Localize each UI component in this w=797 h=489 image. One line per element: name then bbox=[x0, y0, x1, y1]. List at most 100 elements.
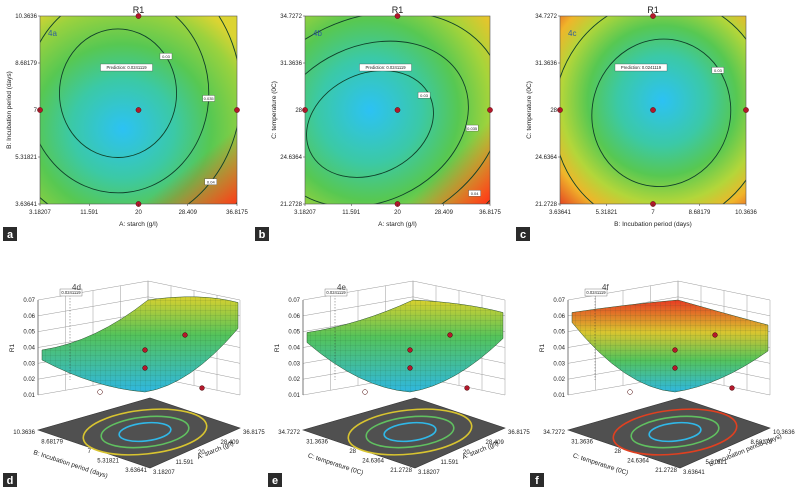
x-tick-label: 3.63641 bbox=[549, 210, 571, 216]
y-tick-label: 8.68179 bbox=[15, 61, 37, 67]
z-tick-label: 0.04 bbox=[553, 346, 565, 352]
design-point bbox=[672, 365, 678, 371]
contour-line bbox=[305, 16, 490, 204]
prediction-label: Prediction: 0.0241119 bbox=[621, 65, 662, 70]
y-tick-label: 31.3636 bbox=[535, 61, 557, 67]
contour-level-label: 0.035 bbox=[204, 96, 215, 101]
contour-level-label: 0.04 bbox=[471, 191, 480, 196]
right-axis-tick: 3.18207 bbox=[418, 470, 440, 476]
y-axis-label: C: temperature (0C) bbox=[526, 81, 533, 139]
z-tick-label: 0.07 bbox=[553, 298, 565, 304]
prediction-flag bbox=[584, 288, 608, 297]
design-point bbox=[729, 385, 735, 391]
panel-annotation: 4c bbox=[568, 29, 576, 38]
x-tick-label: 28.409 bbox=[179, 210, 198, 216]
left-axis-tick: 21.2728 bbox=[390, 468, 412, 474]
panel-letter: c bbox=[520, 229, 526, 241]
surface-plot-f: 0.01 0.02 0.03 0.04 0.05 0.06 0.07 R1 0.02411194… bbox=[539, 280, 795, 477]
right-axis-tick: 11.591 bbox=[441, 460, 460, 466]
design-point bbox=[743, 107, 749, 113]
right-axis-tick: 20 bbox=[463, 450, 470, 456]
prediction-flag bbox=[324, 288, 348, 297]
z-tick-label: 0.01 bbox=[553, 393, 565, 399]
contour-level-label: 0.03 bbox=[420, 93, 429, 98]
x-tick-label: 5.31821 bbox=[596, 210, 618, 216]
contour-level-box bbox=[711, 67, 725, 74]
design-point bbox=[199, 385, 205, 391]
surface-mesh bbox=[307, 300, 503, 392]
surface-plot-e: 0.01 0.02 0.03 0.04 0.05 0.06 0.07 R1 0.02411194… bbox=[274, 280, 530, 477]
z-tick-label: 0.03 bbox=[553, 361, 565, 367]
left-axis-tick: 7 bbox=[88, 449, 92, 455]
x-tick-label: 7 bbox=[651, 210, 655, 216]
z-tick-label: 0.03 bbox=[23, 361, 35, 367]
left-axis-tick: 10.3636 bbox=[13, 430, 35, 436]
design-point bbox=[234, 107, 240, 113]
prediction-label: 0.0241119 bbox=[61, 290, 81, 295]
z-tick-label: 0.02 bbox=[553, 377, 565, 383]
z-tick-label: 0.06 bbox=[288, 314, 300, 320]
design-point bbox=[672, 347, 678, 353]
y-tick-label: 7 bbox=[34, 108, 38, 114]
y-tick-label: 10.3636 bbox=[15, 14, 37, 20]
panel-letter-box bbox=[3, 473, 17, 487]
panel-letter-box bbox=[255, 227, 269, 241]
z-axis-label: R1 bbox=[9, 343, 16, 352]
z-tick-label: 0.02 bbox=[288, 377, 300, 383]
z-tick-label: 0.05 bbox=[23, 330, 35, 336]
panel-annotation: 4d bbox=[72, 283, 81, 292]
design-point bbox=[135, 13, 142, 19]
y-tick-label: 28 bbox=[550, 108, 557, 114]
z-tick-label: 0.04 bbox=[288, 346, 300, 352]
contour-line bbox=[591, 38, 732, 187]
right-axis-tick: 36.8175 bbox=[508, 430, 530, 436]
left-axis-tick: 24.6364 bbox=[362, 459, 384, 465]
contour-level-label: 0.03 bbox=[714, 68, 723, 73]
z-tick-label: 0.05 bbox=[288, 330, 300, 336]
left-axis-tick: 28 bbox=[349, 449, 356, 455]
floor-plane bbox=[566, 397, 771, 469]
z-tick-label: 0.06 bbox=[553, 314, 565, 320]
z-tick-label: 0.06 bbox=[23, 314, 35, 320]
surface-plot-d: 0.01 0.02 0.03 0.04 0.05 0.06 0.07 R1 0.02411194… bbox=[9, 280, 265, 480]
contour-lines bbox=[40, 16, 237, 204]
left-axis-tick: 28 bbox=[614, 449, 621, 455]
surface-mesh bbox=[572, 300, 768, 392]
floor-contour bbox=[612, 408, 738, 456]
contour-level-box bbox=[204, 178, 217, 185]
z-tick-label: 0.01 bbox=[23, 393, 35, 399]
design-point bbox=[447, 332, 453, 338]
left-axis-tick: 21.2728 bbox=[655, 468, 677, 474]
x-tick-label: 36.8175 bbox=[226, 210, 248, 216]
x-axis-label: B: Incubation period (days) bbox=[614, 221, 692, 228]
left-axis-tick: 34.7272 bbox=[278, 430, 300, 436]
z-tick-label: 0.01 bbox=[288, 393, 300, 399]
left-axis-label: B: Incubation period (days) bbox=[32, 449, 108, 480]
x-tick-label: 3.18207 bbox=[29, 210, 51, 216]
z-tick-label: 0.05 bbox=[553, 330, 565, 336]
panel-letter: b bbox=[259, 229, 266, 241]
panel-letter: d bbox=[7, 475, 14, 487]
y-tick-label: 21.2728 bbox=[280, 202, 302, 208]
contour-line bbox=[40, 16, 210, 194]
left-axis-tick: 34.7272 bbox=[543, 430, 565, 436]
x-tick-label: 3.18207 bbox=[294, 210, 316, 216]
y-tick-label: 31.3636 bbox=[280, 61, 302, 67]
left-axis-tick: 8.68179 bbox=[41, 440, 63, 446]
prediction-label: 0.0241119 bbox=[326, 290, 346, 295]
contour-plot-c: 0.03 Prediction: 0.0241119 4c R1 3.63641 5.31… bbox=[526, 5, 758, 228]
left-axis-label: C: temperature (0C) bbox=[307, 452, 364, 477]
right-axis-tick: 28.409 bbox=[486, 440, 505, 446]
panel-letter: f bbox=[535, 475, 539, 487]
left-axis-tick: 3.63641 bbox=[125, 468, 147, 474]
design-point bbox=[487, 107, 493, 113]
contour-line bbox=[305, 40, 469, 204]
design-point bbox=[142, 347, 148, 353]
right-axis-tick: 11.591 bbox=[176, 460, 195, 466]
plot-title: R1 bbox=[133, 5, 145, 15]
design-point bbox=[464, 385, 470, 391]
design-point bbox=[627, 389, 633, 395]
left-axis-tick: 24.6364 bbox=[627, 459, 649, 465]
x-tick-label: 10.3636 bbox=[735, 210, 757, 216]
